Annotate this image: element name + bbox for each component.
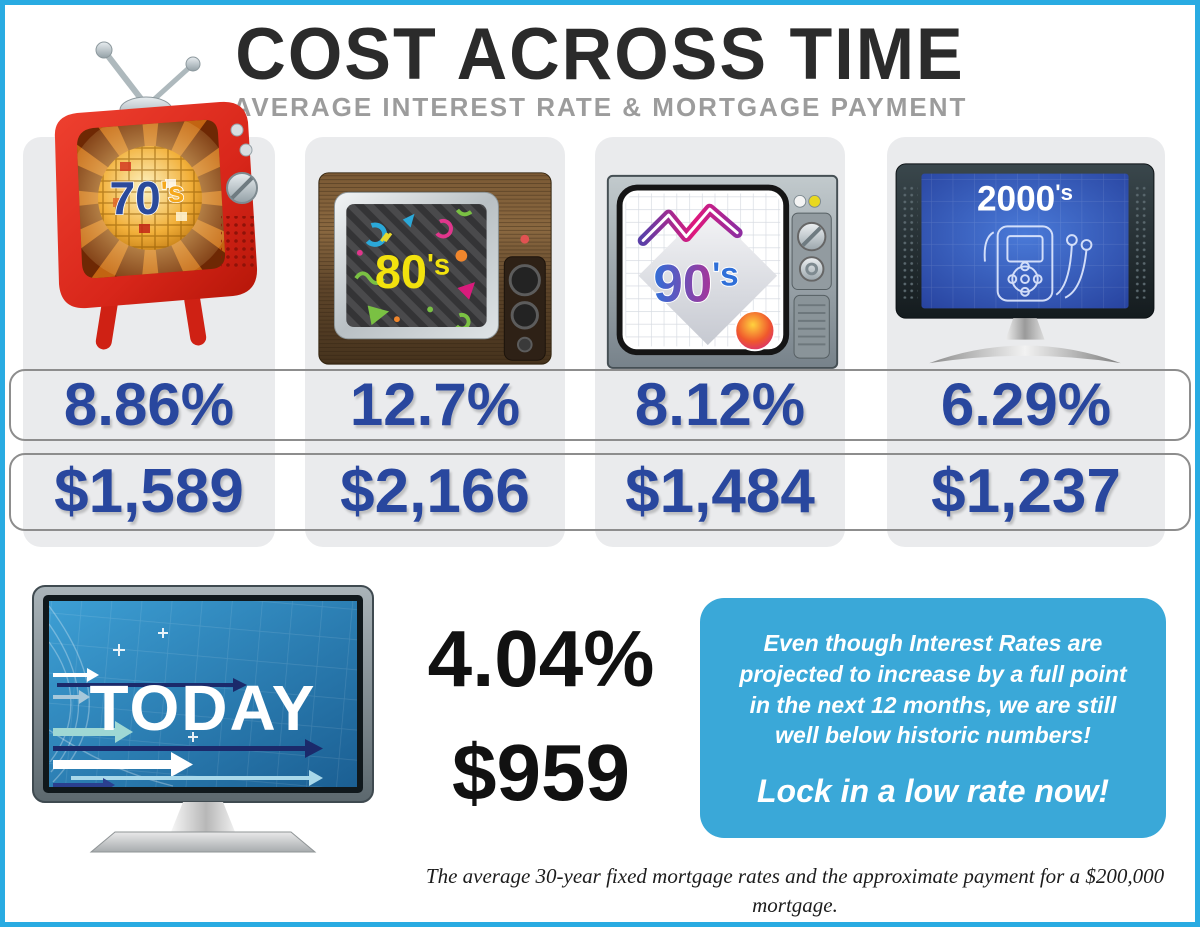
tv-90s-speaker-grille [793,294,830,359]
header: COST ACROSS TIME AVERAGE INTEREST RATE &… [5,13,1195,123]
page-subtitle: AVERAGE INTEREST RATE & MORTGAGE PAYMENT [232,92,968,122]
arrows-graphic [53,668,323,787]
tv-90s-illustration: 90's [606,174,839,369]
tv-80s-illustration: 80's [318,172,552,365]
tv-2000s-speaker-left [901,185,918,299]
today-monitor-illustration: TODAY [32,585,374,853]
tv-2000s-illustration: 2000's [895,163,1155,364]
today-rate-value: 4.04% [427,614,655,703]
callout-message: Even though Interest Rates are projected… [739,630,1127,749]
payment-value-70s: $1,589 [54,457,244,526]
tv-80s-power-light [520,234,530,244]
tv-2000s-stand [1005,318,1045,340]
today-monitor-screen: TODAY [49,601,357,787]
today-payment-value: $959 [452,728,630,817]
tv-90s-indicator-light [793,194,807,208]
footnote: The average 30-year fixed mortgage rates… [390,862,1195,923]
tv-70s-illustration: 70's [54,41,258,350]
payment-value-80s: $2,166 [340,457,530,526]
rate-value-80s: 12.7% [349,371,521,438]
tv-70s-label: 70's [110,172,185,224]
callout-box: Even though Interest Rates are projected… [700,598,1166,838]
tv-70s-knob-small [230,123,244,137]
payment-value-2000s: $1,237 [931,457,1121,526]
mp3-player-icon [983,225,1093,302]
tv-80s-screen: 80's [346,204,487,328]
page-title: COST ACROSS TIME [235,13,965,95]
today-monitor-stand [171,802,235,832]
tv-2000s-speaker-right [1132,185,1149,299]
payments-band [9,453,1191,531]
tv-70s-screen: 70's [77,119,226,279]
today-label: TODAY [90,672,317,744]
rate-value-2000s: 6.29% [940,371,1112,438]
footnote-line1: The average 30-year fixed mortgage rates… [425,864,1165,917]
tv-80s-knob [508,264,541,297]
tv-2000s-label: 2000's [977,180,1073,219]
callout-cta: Lock in a low rate now! [756,773,1110,810]
rates-band [9,369,1191,441]
footnote-line2: Payments are principal and interest only… [390,920,1195,923]
tv-80s-label: 80's [375,246,450,298]
tv-90s-label: 90's [653,254,738,313]
rate-value-90s: 8.12% [634,371,806,438]
tv-70s-speaker-grille [221,216,255,268]
payment-value-90s: $1,484 [625,457,815,526]
rate-value-70s: 8.86% [63,371,235,438]
